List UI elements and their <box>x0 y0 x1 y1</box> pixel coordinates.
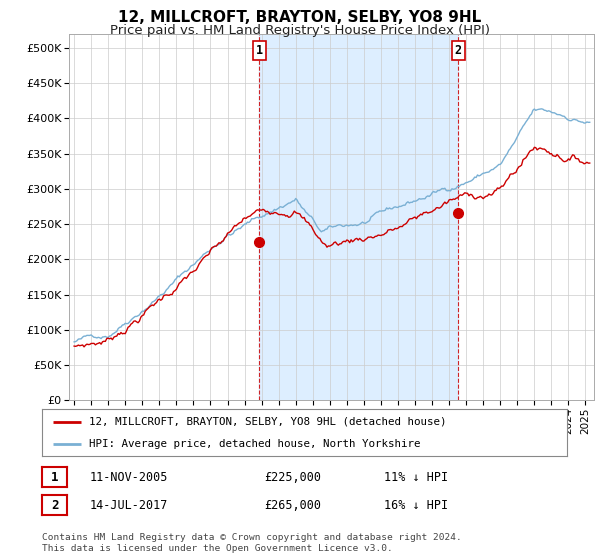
Text: HPI: Average price, detached house, North Yorkshire: HPI: Average price, detached house, Nort… <box>89 438 421 449</box>
Text: 2: 2 <box>51 498 58 512</box>
Bar <box>259 34 458 400</box>
Text: 2: 2 <box>455 44 462 57</box>
Text: 1: 1 <box>256 44 263 57</box>
Text: Price paid vs. HM Land Registry's House Price Index (HPI): Price paid vs. HM Land Registry's House … <box>110 24 490 36</box>
Text: 11-NOV-2005: 11-NOV-2005 <box>90 470 169 484</box>
Text: 16% ↓ HPI: 16% ↓ HPI <box>384 498 448 512</box>
Text: Contains HM Land Registry data © Crown copyright and database right 2024.
This d: Contains HM Land Registry data © Crown c… <box>42 533 462 553</box>
Text: 1: 1 <box>51 470 58 484</box>
Text: £265,000: £265,000 <box>264 498 321 512</box>
Text: £225,000: £225,000 <box>264 470 321 484</box>
Text: 12, MILLCROFT, BRAYTON, SELBY, YO8 9HL (detached house): 12, MILLCROFT, BRAYTON, SELBY, YO8 9HL (… <box>89 417 447 427</box>
Text: 14-JUL-2017: 14-JUL-2017 <box>90 498 169 512</box>
Text: 11% ↓ HPI: 11% ↓ HPI <box>384 470 448 484</box>
Text: 12, MILLCROFT, BRAYTON, SELBY, YO8 9HL: 12, MILLCROFT, BRAYTON, SELBY, YO8 9HL <box>118 10 482 25</box>
